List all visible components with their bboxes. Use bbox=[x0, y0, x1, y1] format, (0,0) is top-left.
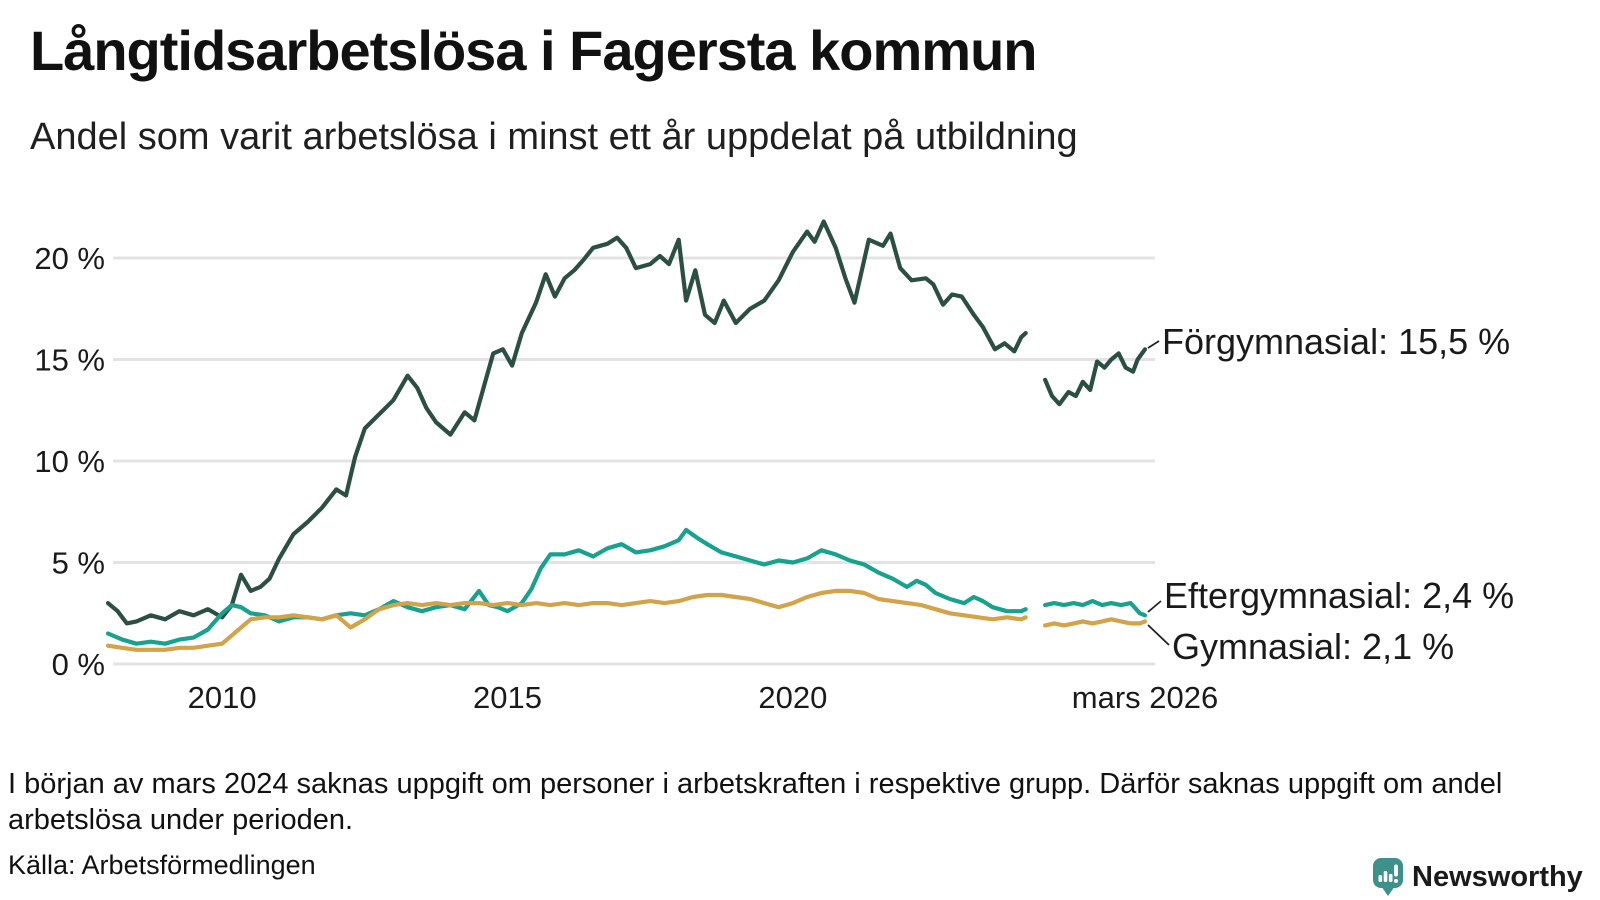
series-label-eftergymnasial: Eftergymnasial: 2,4 % bbox=[1164, 575, 1515, 616]
y-tick-label: 15 % bbox=[34, 343, 105, 378]
series-layer bbox=[105, 219, 1148, 652]
series-path-eftergymnasial bbox=[105, 527, 1028, 646]
label-connector-forgymnasial bbox=[1147, 340, 1160, 349]
footnote: I början av mars 2024 saknas uppgift om … bbox=[8, 768, 1503, 836]
source-note: Källa: Arbetsförmedlingen bbox=[8, 850, 316, 880]
page-subtitle: Andel som varit arbetslösa i minst ett å… bbox=[30, 116, 1078, 158]
series-path-förgymnasial bbox=[1042, 347, 1148, 407]
label-connectors bbox=[1147, 340, 1170, 646]
series-path-eftergymnasial bbox=[1042, 598, 1148, 618]
y-tick-label: 20 % bbox=[34, 241, 105, 276]
line-chart: 0 % 5 % 10 % 15 % 20 % 2010 2015 2020 mars 2026 bbox=[34, 219, 1218, 715]
x-tick-label: 2010 bbox=[188, 680, 257, 715]
label-connector-gymnasial bbox=[1147, 624, 1170, 646]
newsworthy-logo-text: Newsworthy bbox=[1412, 860, 1583, 893]
page-title: Långtidsarbetslösa i Fagersta kommun bbox=[30, 19, 1037, 82]
series-label-gymnasial: Gymnasial: 2,1 % bbox=[1172, 626, 1455, 667]
axis-layer: 0 % 5 % 10 % 15 % 20 % 2010 2015 2020 mars 2026 bbox=[34, 241, 1218, 715]
x-tick-label: mars 2026 bbox=[1072, 680, 1218, 715]
series-path-gymnasial bbox=[1042, 617, 1148, 628]
chart-pin-icon bbox=[1373, 858, 1403, 896]
x-tick-label: 2015 bbox=[473, 680, 542, 715]
series-path-gymnasial bbox=[105, 588, 1028, 652]
label-connector-eftergymnasial bbox=[1147, 600, 1162, 613]
y-tick-label: 0 % bbox=[52, 647, 105, 682]
x-tick-label: 2020 bbox=[758, 680, 827, 715]
series-label-forgymnasial: Förgymnasial: 15,5 % bbox=[1162, 321, 1511, 362]
y-tick-label: 5 % bbox=[52, 546, 105, 581]
series-path-förgymnasial bbox=[105, 219, 1028, 626]
grid-layer bbox=[113, 256, 1155, 666]
newsworthy-logo: Newsworthy bbox=[1371, 856, 1583, 898]
y-tick-label: 10 % bbox=[34, 444, 105, 479]
